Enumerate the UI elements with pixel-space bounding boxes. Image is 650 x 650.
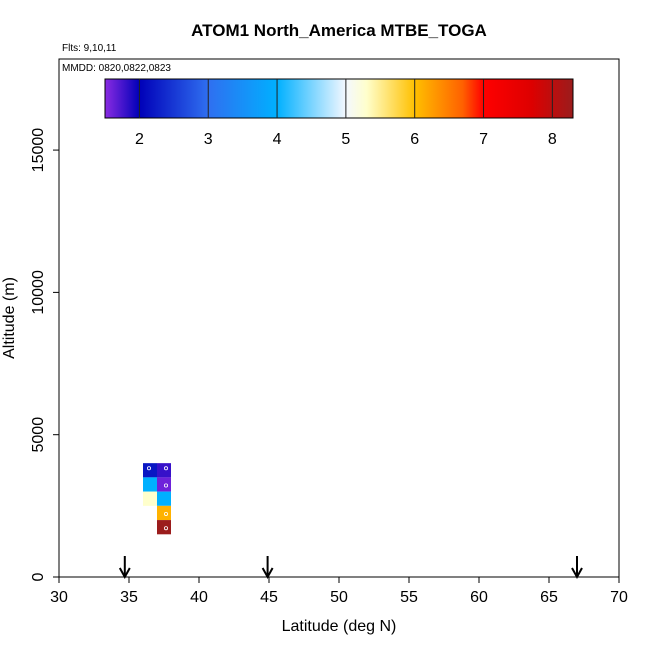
y-axis-label: Altitude (m) [1,277,18,359]
colorbar-tick-label: 6 [410,131,419,148]
x-tick-label: 50 [330,589,348,606]
colorbar-tick-label: 5 [341,131,350,148]
data-cell [157,520,171,535]
flights-annotation: Flts: 9,10,11 [62,43,117,54]
flight-arrows [118,556,583,580]
colorbar-tick-label: 4 [273,131,282,148]
x-tick-label: 40 [190,589,208,606]
flight-arrow-head [261,567,274,580]
colorbar-tick-label: 7 [479,131,488,148]
x-axis: 30 35 40 45 50 55 60 65 70 [50,577,628,606]
data-cell [157,505,171,521]
y-tick-label: 15000 [30,128,47,173]
data-cell [143,491,157,506]
data-point-marker [163,483,168,488]
data-point-marker [163,466,168,471]
x-tick-label: 45 [260,589,278,606]
x-tick-label: 30 [50,589,68,606]
x-tick-label: 65 [540,589,558,606]
colorbar: 2 3 4 5 6 7 8 [104,78,574,148]
data-cell [157,491,171,506]
colorbar-tick-label: 8 [548,131,557,148]
x-tick-label: 35 [120,589,138,606]
x-axis-label: Latitude (deg N) [282,618,397,635]
chart-title: ATOM1 North_America MTBE_TOGA [191,21,487,40]
y-tick-label: 5000 [30,417,47,453]
x-tick-label: 60 [470,589,488,606]
y-tick-label: 0 [30,572,47,581]
data-cell [143,463,157,478]
data-cells [143,463,171,535]
flight-arrow-head [118,567,131,580]
flight-arrow-head [571,567,583,580]
x-tick-label: 70 [610,589,628,606]
x-tick-label: 55 [400,589,418,606]
data-cell [157,463,171,478]
colorbar-tick-label: 3 [204,131,213,148]
dates-annotation: MMDD: 0820,0822,0823 [62,63,171,74]
data-cell [143,477,157,492]
y-tick-label: 10000 [30,270,47,315]
y-axis: 0 5000 10000 15000 [30,128,59,581]
data-point-marker [146,466,151,471]
colorbar-gradient [104,78,574,119]
colorbar-tick-label: 2 [135,131,144,148]
data-cell [157,477,171,492]
data-point-marker [163,511,168,516]
data-point-marker [163,526,168,531]
